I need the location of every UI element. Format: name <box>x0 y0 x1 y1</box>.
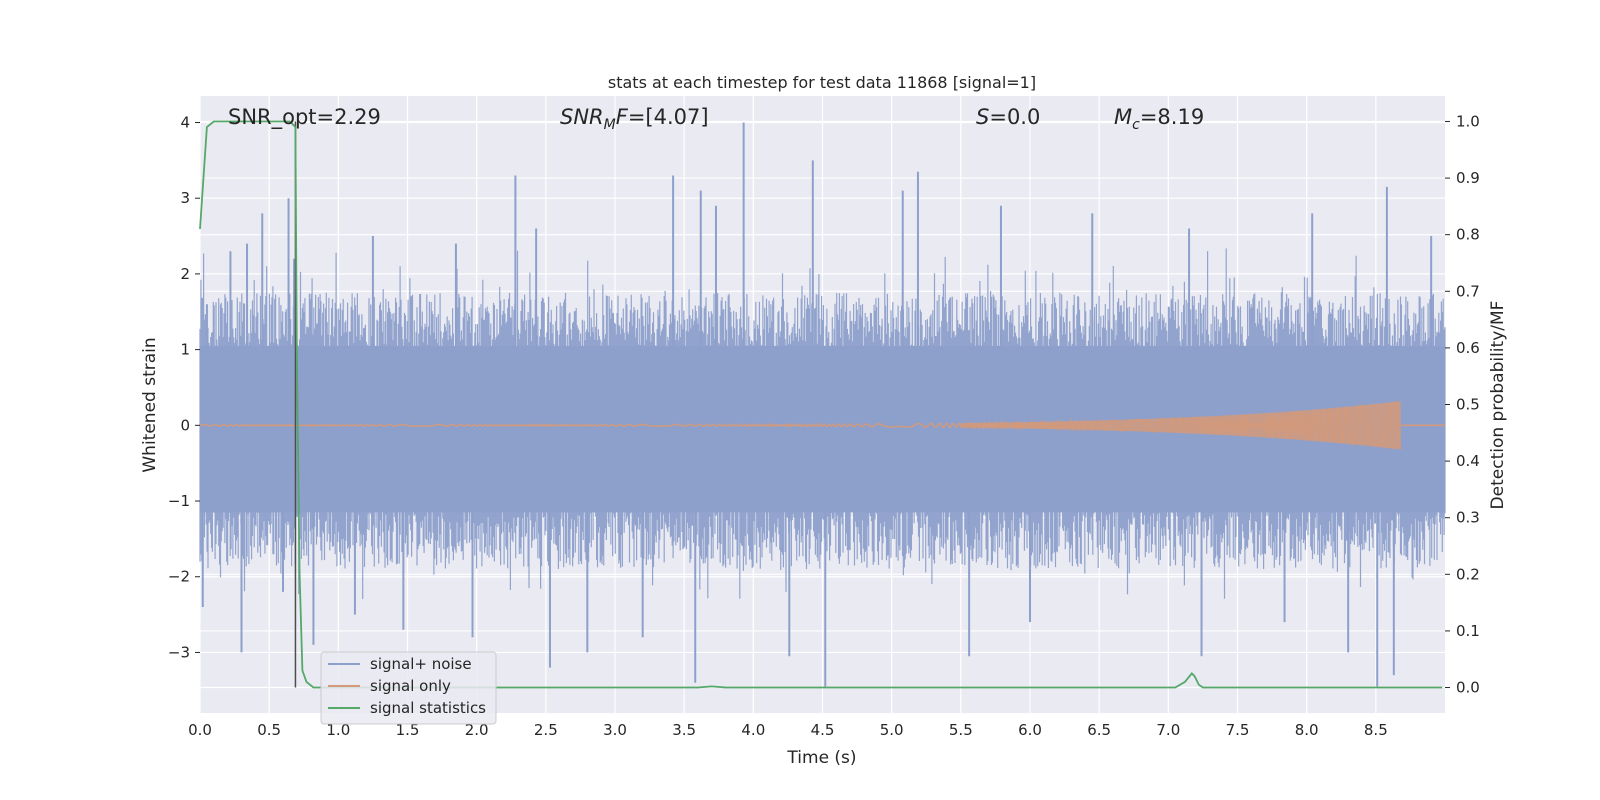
y-right-tick-label: 1.0 <box>1456 112 1480 130</box>
y-right-tick-label: 0.1 <box>1456 622 1480 640</box>
annotation-mc-sub: c <box>1132 117 1140 133</box>
chirp-envelope <box>960 401 1401 450</box>
legend-label-signal-noise: signal+ noise <box>370 655 472 673</box>
y-right-tick-label: 0.4 <box>1456 452 1480 470</box>
x-tick-label: 4.0 <box>741 721 765 739</box>
annotation-s-symbol: S <box>976 105 989 129</box>
x-tick-label: 8.0 <box>1295 721 1319 739</box>
series-signal-only <box>199 401 1445 450</box>
annotation-snr-mf-prefix: SNR <box>560 105 604 129</box>
annotation-snr-mf-sub: M <box>604 117 616 133</box>
y-left-tick-label: 1 <box>180 341 190 359</box>
x-tick-label: 1.5 <box>396 721 420 739</box>
y-left-tick-label: −3 <box>168 643 190 661</box>
y-left-tick-label: 4 <box>180 113 190 131</box>
annotation-snr-mf-value: =[4.07] <box>628 105 709 129</box>
y-right-tick-label: 0.2 <box>1456 565 1480 583</box>
x-tick-label: 0.0 <box>188 721 212 739</box>
y-right-tick-label: 0.7 <box>1456 282 1480 300</box>
x-tick-label: 3.5 <box>672 721 696 739</box>
y-axis-right-ticks: 1.0 0.9 0.8 0.7 0.6 0.5 0.4 0.3 0.2 0.1 0.0 <box>1445 112 1480 697</box>
y-axis-left-ticks: 4 3 2 1 0 −1 −2 −3 <box>168 113 200 661</box>
legend-box <box>320 651 497 725</box>
y-right-tick-label: 0.3 <box>1456 509 1480 527</box>
y-left-tick-label: 2 <box>180 265 190 283</box>
x-tick-label: 5.0 <box>880 721 904 739</box>
x-tick-label: 5.5 <box>949 721 973 739</box>
x-tick-label: 4.5 <box>811 721 835 739</box>
x-axis-label: Time (s) <box>786 748 856 768</box>
x-tick-label: 7.0 <box>1156 721 1180 739</box>
chart-title: stats at each timestep for test data 118… <box>608 73 1036 92</box>
y-right-tick-label: 0.9 <box>1456 169 1480 187</box>
y-left-tick-label: 0 <box>180 416 190 434</box>
y-right-tick-label: 0.8 <box>1456 226 1480 244</box>
annotation-mc: Mc=8.19 <box>1114 105 1204 133</box>
y-left-tick-label: 3 <box>180 189 190 207</box>
x-tick-label: 1.0 <box>326 721 350 739</box>
x-tick-label: 8.5 <box>1364 721 1388 739</box>
x-tick-label: 0.5 <box>257 721 281 739</box>
y-right-tick-label: 0.5 <box>1456 396 1480 414</box>
x-tick-label: 2.0 <box>465 721 489 739</box>
y-right-tick-label: 0.6 <box>1456 339 1480 357</box>
x-tick-label: 6.5 <box>1087 721 1111 739</box>
x-axis-ticks: 0.0 0.5 1.0 1.5 2.0 2.5 3.0 3.5 4.0 4.5 5.0 5.5 6.0 6… <box>188 721 1388 739</box>
x-tick-label: 3.0 <box>603 721 627 739</box>
annotation-s: S=0.0 <box>976 105 1040 129</box>
annotation-snr-opt: SNR_opt=2.29 <box>228 105 381 130</box>
legend-label-signal-statistics: signal statistics <box>370 699 486 717</box>
y-left-tick-label: −2 <box>168 568 190 586</box>
annotation-snr-mf-suffix-f: F <box>616 105 629 129</box>
y-right-tick-label: 0.0 <box>1456 679 1480 697</box>
y-left-tick-label: −1 <box>168 492 190 510</box>
annotation-s-value: =0.0 <box>989 105 1040 129</box>
y-axis-left-label: Whitened strain <box>140 337 160 472</box>
legend: signal+ noise signal only signal statist… <box>320 651 497 725</box>
annotation-mc-symbol: M <box>1114 105 1132 129</box>
x-tick-label: 6.0 <box>1018 721 1042 739</box>
y-axis-right-label: Detection probability/MF <box>1488 301 1508 510</box>
x-tick-label: 2.5 <box>534 721 558 739</box>
annotation-mc-value: =8.19 <box>1140 105 1204 129</box>
x-tick-label: 7.5 <box>1226 721 1250 739</box>
annotation-snr-mf: SNRMF=[4.07] <box>560 105 709 133</box>
legend-label-signal-only: signal only <box>370 677 451 695</box>
